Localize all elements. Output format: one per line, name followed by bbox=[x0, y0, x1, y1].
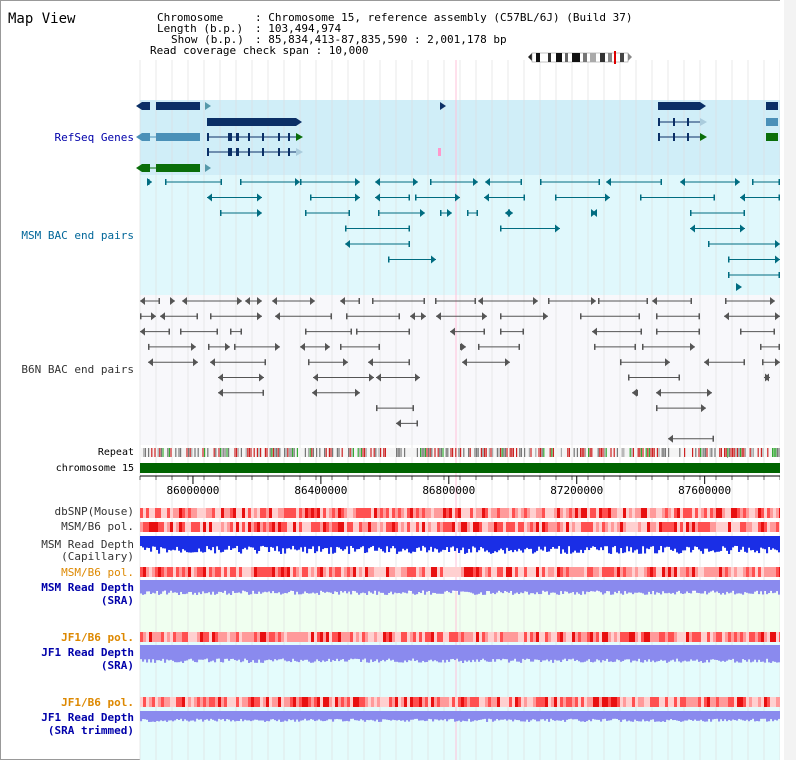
track-label-msm-pol-2: MSM/B6 pol. bbox=[61, 566, 134, 579]
track-label-jf1-pol-2: JF1/B6 pol. bbox=[61, 696, 134, 709]
track-label-msm-depth-sra-1: MSM Read Depth bbox=[41, 581, 134, 594]
track-label-dbsnp: dbSNP(Mouse) bbox=[55, 505, 134, 518]
polymorphism-heatmaps bbox=[140, 508, 783, 707]
axis-tick-label: 86800000 bbox=[422, 484, 475, 497]
axis-tick-label: 87200000 bbox=[550, 484, 603, 497]
gene-row-4 bbox=[207, 148, 441, 156]
chromosome-value: : Chromosome 15, reference assembly (C57… bbox=[255, 11, 633, 24]
chromosome-bar bbox=[140, 463, 780, 473]
track-label-msm-bac[interactable]: MSM BAC end pairs bbox=[21, 229, 134, 242]
track-label-jf1-depth-sra-2: (SRA) bbox=[101, 659, 134, 672]
track-label-jf1-depth-sra-1: JF1 Read Depth bbox=[41, 646, 134, 659]
track-label-msm-pol-1: MSM/B6 pol. bbox=[61, 520, 134, 533]
axis-tick-label: 86000000 bbox=[166, 484, 219, 497]
track-label-b6n-bac[interactable]: B6N BAC end pairs bbox=[21, 363, 134, 376]
track-label-repeat: Repeat bbox=[98, 447, 134, 458]
track-label-jf1-depth-trim-2: (SRA trimmed) bbox=[48, 724, 134, 737]
length-key: Length (b.p.) bbox=[157, 22, 243, 35]
read-depth-tracks bbox=[140, 536, 781, 722]
gene-row-3 bbox=[136, 118, 778, 141]
chromosome-key: Chromosome bbox=[157, 11, 223, 24]
axis-tick-label: 86400000 bbox=[294, 484, 347, 497]
track-label-jf1-pol-1: JF1/B6 pol. bbox=[61, 631, 134, 644]
gene-row-2 bbox=[207, 118, 707, 126]
chromosome-ideogram[interactable] bbox=[528, 51, 632, 64]
track-label-refseq[interactable]: RefSeq Genes bbox=[55, 131, 134, 144]
show-key: Show (b.p.) bbox=[171, 33, 244, 46]
gene-row-1 bbox=[136, 102, 778, 110]
axis-tick-label: 87600000 bbox=[678, 484, 731, 497]
msm-bac-pairs[interactable] bbox=[147, 178, 780, 291]
track-label-msm-depth-sra-2: (SRA) bbox=[101, 594, 134, 607]
page-title: Map View bbox=[8, 11, 76, 27]
track-label-jf1-depth-trim-1: JF1 Read Depth bbox=[41, 711, 134, 724]
track-label-msm-depth-cap-1: MSM Read Depth bbox=[41, 538, 134, 551]
refseq-genes[interactable] bbox=[136, 102, 778, 172]
scrollbar-track[interactable] bbox=[784, 0, 796, 760]
coverage-line: Read coverage check span : 10,000 bbox=[150, 44, 369, 57]
track-label-msm-depth-cap-2: (Capillary) bbox=[61, 550, 134, 563]
length-value: : 103,494,974 bbox=[255, 22, 341, 35]
ideogram-position-marker bbox=[614, 51, 616, 64]
repeat-track bbox=[140, 448, 780, 457]
gene-row-5 bbox=[136, 164, 211, 172]
position-axis: 86000000 86400000 86800000 87200000 87600000 bbox=[139, 475, 781, 497]
track-label-chromosome: chromosome 15 bbox=[56, 463, 134, 474]
show-value: : 85,834,413-87,835,590 : 2,001,178 bp bbox=[255, 33, 507, 46]
